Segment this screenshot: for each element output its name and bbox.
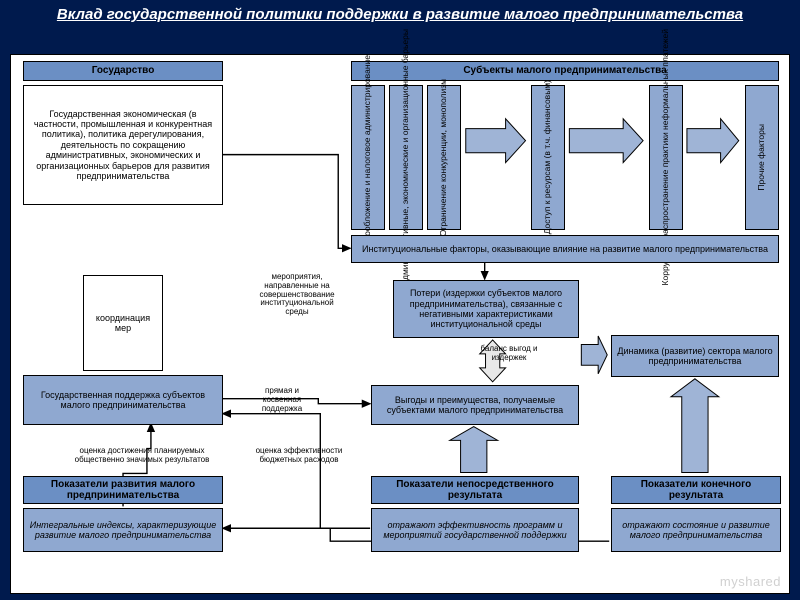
block-arrow-ba_dyn bbox=[581, 336, 607, 374]
node-benefits: Выгоды и преимущества, получаемые субъек… bbox=[371, 385, 579, 425]
node-support: Государственная поддержка субъектов мало… bbox=[23, 375, 223, 425]
arrow-gov_policy-inst bbox=[223, 155, 351, 249]
node-coord: координация мер bbox=[83, 275, 163, 371]
node-integral: Интегральные индексы, характеризующие ра… bbox=[23, 508, 223, 552]
node-immed: отражают эффективность программ и меропр… bbox=[371, 508, 579, 552]
arrow-immed-support bbox=[223, 414, 370, 529]
block-arrow-ba_fin bbox=[671, 379, 719, 473]
node-ind_fin: Показатели конечного результата bbox=[611, 476, 781, 504]
node-losses: Потери (издержки субъектов малого предпр… bbox=[393, 280, 579, 338]
node-v3: Ограничение конкуренции, монополизм bbox=[427, 85, 461, 230]
watermark: myshared bbox=[720, 574, 781, 589]
node-v5: Коррупция, распространение практики нефо… bbox=[649, 85, 683, 230]
node-v6: Прочие факторы bbox=[745, 85, 779, 230]
label-l2: прямая и косвенная поддержка bbox=[247, 387, 317, 413]
node-v1: Налогообложение и налоговое администриро… bbox=[351, 85, 385, 230]
node-gov_hdr: Государство bbox=[23, 61, 223, 81]
block-arrow-ba_imm bbox=[450, 427, 498, 473]
node-subj_hdr: Субъекты малого предпринимательства bbox=[351, 61, 779, 81]
label-l3: баланс выгод и издержек bbox=[479, 345, 539, 363]
label-l1: мероприятия, направленные на совершенств… bbox=[249, 273, 345, 317]
label-l5: оценка эффективности бюджетных расходов bbox=[239, 447, 359, 465]
node-inst: Институциональные факторы, оказывающие в… bbox=[351, 235, 779, 263]
block-arrow-ba_r2 bbox=[569, 119, 643, 163]
page-title: Вклад государственной политики поддержки… bbox=[0, 0, 800, 28]
node-v4: Доступ к ресурсам (в т.ч. финансовым) bbox=[531, 85, 565, 230]
label-l4: оценка достижения планируемых общественн… bbox=[57, 447, 227, 465]
block-arrow-ba_r3 bbox=[687, 119, 739, 163]
node-ind_imm: Показатели непосредственного результата bbox=[371, 476, 579, 504]
node-v2: Административные, экономические и органи… bbox=[389, 85, 423, 230]
node-dyn: Динамика (развитие) сектора малого предп… bbox=[611, 335, 779, 377]
block-arrow-ba_r1 bbox=[466, 119, 526, 163]
node-ind_dev: Показатели развития малого предпринимате… bbox=[23, 476, 223, 504]
node-gov_policy: Государственная экономическая (в частнос… bbox=[23, 85, 223, 205]
node-final: отражают состояние и развитие малого пре… bbox=[611, 508, 781, 552]
diagram-canvas: myshared Государство Субъекты малого пред… bbox=[10, 54, 790, 594]
